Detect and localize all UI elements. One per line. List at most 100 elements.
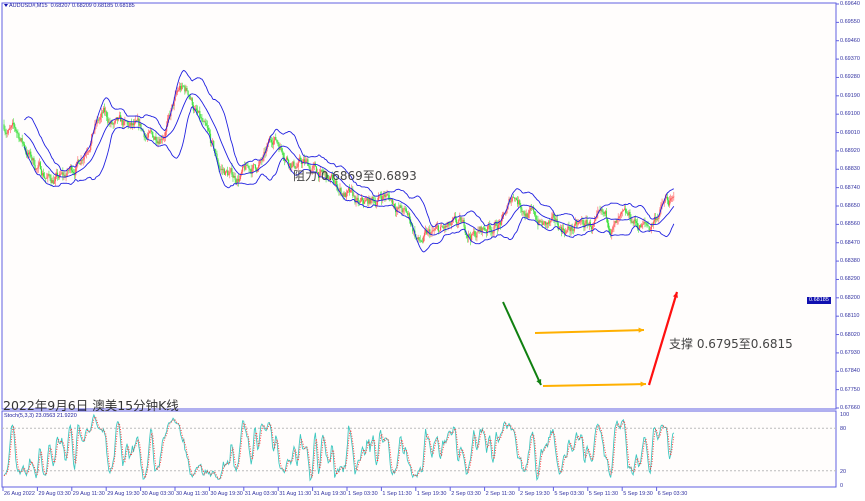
candle-body — [90, 143, 92, 150]
candle-body — [149, 130, 152, 132]
candle-body — [311, 168, 313, 171]
candle-body — [445, 225, 447, 228]
candle-body — [450, 222, 452, 226]
candle-body — [329, 176, 331, 179]
time-label: 2 Sep 03:30 — [451, 491, 481, 497]
candle-body — [540, 221, 542, 222]
candle-body — [193, 109, 196, 111]
candle-body — [603, 211, 605, 214]
candle-body — [310, 170, 312, 172]
candle-body — [543, 221, 545, 223]
bollinger-middle-band — [24, 93, 675, 236]
candle-body — [203, 121, 205, 122]
candle-body — [444, 225, 446, 229]
candle-body — [372, 197, 374, 201]
candle-body — [191, 98, 193, 106]
candle-body — [227, 170, 229, 176]
candle-body — [630, 217, 632, 223]
candle-body — [611, 229, 613, 235]
ohlc-values: 0.68207 0.68209 0.68185 0.68185 — [50, 3, 135, 9]
candle-body — [85, 152, 87, 154]
candle-body — [536, 219, 538, 221]
candle-body — [230, 168, 232, 172]
candle-body — [380, 195, 382, 197]
candle-body — [45, 178, 47, 179]
candle-body — [320, 169, 322, 174]
candle-body — [480, 226, 482, 232]
candle-body — [620, 211, 622, 215]
candle-body — [173, 100, 175, 106]
candle-body — [488, 225, 490, 227]
price-label: 0.68290 — [840, 276, 860, 283]
candle-body — [292, 161, 294, 166]
candle-body — [251, 168, 253, 174]
candle-body — [349, 188, 351, 193]
candle-body — [418, 237, 420, 241]
candle-body — [539, 220, 541, 222]
candle-body — [571, 226, 573, 230]
candle-body — [82, 159, 84, 161]
candle-body — [323, 172, 325, 173]
candle-body — [216, 153, 218, 160]
candle-body — [117, 117, 120, 121]
candle-body — [57, 176, 60, 178]
candle-body — [368, 198, 370, 204]
candle-body — [419, 240, 421, 241]
bollinger-lower-band — [23, 105, 675, 253]
price-label: 0.69370 — [840, 56, 860, 63]
candle-body — [281, 148, 283, 153]
upper-range-arrow — [534, 329, 645, 334]
candle-body — [118, 115, 121, 118]
candle-body — [248, 165, 250, 170]
candle-body — [107, 116, 109, 123]
candle-body — [551, 216, 553, 221]
candle-body — [71, 170, 74, 173]
candle-body — [513, 197, 515, 199]
candle-body — [249, 169, 251, 170]
candle-body — [62, 172, 64, 176]
candle-body — [600, 209, 602, 211]
candle-body — [330, 174, 333, 177]
down-trend-arrow-head — [536, 379, 542, 385]
candle-body — [605, 211, 608, 218]
candle-body — [225, 170, 228, 172]
candle-body — [51, 180, 53, 183]
candle-body — [168, 114, 170, 119]
candle-body — [124, 120, 126, 122]
candle-body — [399, 205, 401, 208]
candle-body — [232, 174, 234, 178]
candle-body — [49, 174, 51, 179]
candle-body — [526, 213, 528, 218]
candle-body — [353, 195, 355, 197]
candle-body — [16, 131, 18, 134]
candle-body — [625, 208, 627, 213]
candle-body — [422, 236, 425, 242]
candle-body — [579, 221, 581, 223]
candle-body — [112, 123, 114, 125]
time-label: 6 Sep 03:30 — [657, 491, 688, 497]
candle-body — [161, 139, 163, 140]
candle-body — [386, 194, 388, 196]
candle-body — [322, 170, 324, 173]
candle-body — [575, 221, 578, 225]
candle-body — [548, 221, 550, 225]
candle-body — [242, 166, 244, 172]
candle-body — [273, 140, 275, 145]
candle-body — [205, 123, 207, 126]
candle-body — [304, 159, 306, 163]
time-label: 2 Sep 19:30 — [520, 491, 550, 497]
price-label: 0.69010 — [840, 129, 860, 136]
time-label: 2 Sep 11:30 — [485, 491, 515, 497]
candle-body — [102, 107, 105, 114]
candle-body — [492, 232, 494, 234]
candle-body — [299, 157, 301, 160]
candle-body — [224, 171, 227, 175]
time-label: 5 Sep 11:30 — [588, 491, 619, 497]
price-label: 0.69460 — [840, 37, 860, 44]
candle-body — [647, 225, 649, 227]
candle-body — [506, 208, 508, 214]
candle-body — [128, 125, 130, 127]
time-label: 29 Aug 11:30 — [72, 491, 105, 497]
time-label: 30 Aug 11:30 — [176, 491, 209, 497]
